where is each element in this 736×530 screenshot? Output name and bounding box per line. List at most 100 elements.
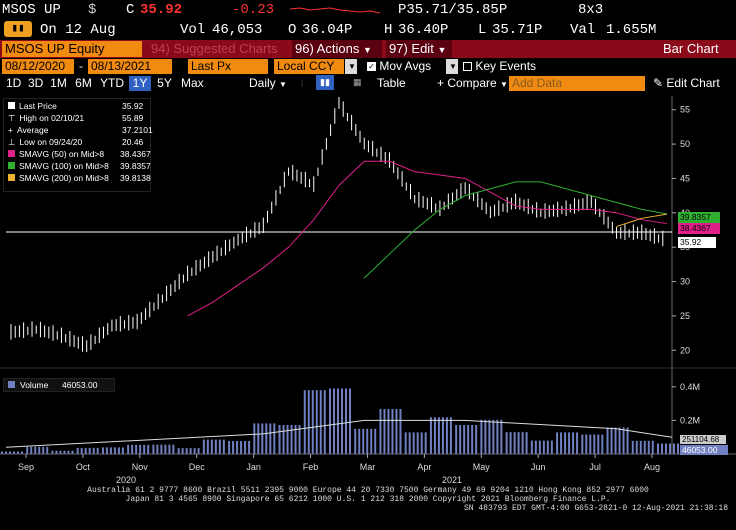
ma-line-smavg-100-on-mid-8: [363, 181, 668, 279]
volume-bar: [379, 409, 382, 454]
line-chart-icon[interactable]: ⦙: [301, 78, 304, 88]
x-tick-label: Sep: [18, 462, 34, 472]
range-tab-6m[interactable]: 6M: [75, 76, 92, 90]
legend-value: 35.92: [122, 101, 144, 111]
end-date-field[interactable]: 08/13/2021: [88, 59, 172, 74]
range-tab-1m[interactable]: 1M: [50, 76, 67, 90]
volume-legend-label: Volume: [20, 380, 49, 390]
price-chart[interactable]: 20253035404550550.2M0.4MSepOctNovDecJanF…: [0, 92, 736, 530]
volume-bar: [232, 441, 235, 454]
volume-bar: [643, 440, 646, 454]
key-events-label: Key Events: [475, 59, 537, 73]
currency-select[interactable]: Local CCY: [274, 59, 344, 74]
volume-bar: [467, 424, 470, 454]
table-button[interactable]: Table: [377, 76, 406, 90]
volume-bar: [488, 419, 491, 454]
volume-bar: [202, 439, 205, 454]
legend-value: 39.8138: [120, 173, 151, 183]
volume-bar: [206, 439, 209, 454]
volume-bar: [513, 432, 516, 454]
range-tab-max[interactable]: Max: [181, 76, 204, 90]
mov-avgs-toggle[interactable]: ✓ Mov Avgs: [364, 59, 434, 74]
volume-bar: [278, 424, 281, 454]
volume-bar: [17, 451, 19, 454]
compare-button[interactable]: + Compare ▼: [434, 76, 511, 91]
vol-value: 46,053: [212, 22, 263, 38]
chevron-down-icon: ▼: [437, 45, 447, 55]
add-data-input[interactable]: Add Data: [509, 76, 645, 91]
range-tab-5y[interactable]: 5Y: [157, 76, 172, 90]
y-tick-label: 25: [680, 311, 690, 321]
volume-bar: [228, 441, 231, 454]
volume-bar: [257, 423, 260, 454]
legend-sma200: SMAVG (200) on Mid>8: [8, 173, 109, 183]
high-marker-icon: ⊤: [8, 113, 16, 123]
volume-bar: [354, 428, 357, 454]
volume-bar: [311, 390, 314, 454]
suggested-charts-button[interactable]: 94) Suggested Charts: [151, 41, 278, 56]
legend: Last Price 35.92 ⊤ High on 02/10/21 55.89…: [3, 98, 153, 192]
square-icon: [8, 381, 15, 388]
volume-bar: [525, 432, 528, 454]
date-separator: -: [79, 59, 83, 73]
table-icon: ▦: [353, 77, 362, 87]
bid-ask: P35.71/35.85P: [398, 2, 508, 18]
start-date-field[interactable]: 08/12/2020: [2, 59, 74, 74]
period-select[interactable]: Daily ▼: [246, 76, 290, 91]
function-bar: MSOS UP Equity 94) Suggested Charts 96) …: [0, 40, 736, 58]
actions-button[interactable]: 96) Actions ▼: [292, 40, 382, 58]
edit-chart-button[interactable]: ✎ Edit Chart: [650, 76, 723, 91]
chart-area: 20253035404550550.2M0.4MSepOctNovDecJanF…: [0, 92, 736, 530]
currency-symbol: $: [88, 2, 97, 18]
x-tick-label: Jun: [531, 462, 546, 472]
bar-chart-icon[interactable]: ▮▮: [316, 75, 334, 90]
square-icon: [8, 102, 15, 109]
legend-sma50: SMAVG (50) on Mid>8: [8, 149, 104, 159]
range-tab-1d[interactable]: 1D: [6, 76, 22, 90]
val-value: 1.655M: [606, 22, 657, 38]
volume-bar: [236, 441, 239, 454]
volume-bar: [177, 448, 180, 454]
key-events-toggle[interactable]: Key Events: [460, 59, 539, 74]
period-label: Daily: [249, 76, 276, 90]
volume-bar: [26, 446, 29, 454]
volume-bar: [30, 446, 33, 454]
chevron-down-icon[interactable]: ▼: [446, 59, 458, 74]
volume-bar: [222, 439, 225, 454]
volume-bar: [210, 439, 213, 454]
chevron-down-icon[interactable]: ▼: [345, 59, 357, 74]
bloomberg-launch-icon[interactable]: ▮▮: [4, 21, 32, 37]
volume-bar: [147, 444, 150, 454]
range-tab-ytd[interactable]: YTD: [100, 76, 124, 90]
volume-bar: [34, 446, 37, 454]
volume-bar: [429, 417, 432, 454]
security-field[interactable]: MSOS UP Equity: [2, 41, 142, 57]
volume-bar: [143, 444, 146, 454]
volume-bar: [172, 444, 175, 454]
volume-bar: [496, 419, 499, 454]
range-tab-3d[interactable]: 3D: [28, 76, 44, 90]
volume-bar: [581, 434, 584, 454]
volume-bar: [669, 443, 671, 454]
volume-bar: [131, 444, 134, 454]
tag-vol-last: 46053.00: [680, 445, 728, 455]
edit-chart-icon: ✎: [653, 76, 664, 90]
edit-chart-label: Edit Chart: [666, 76, 720, 90]
high-value: 36.40P: [398, 22, 449, 38]
volume-bar: [307, 390, 310, 454]
legend-label: Last Price: [19, 101, 57, 111]
legend-label: Low on 09/24/20: [19, 137, 83, 147]
range-tab-1y[interactable]: 1Y: [129, 76, 151, 91]
volume-bar: [273, 423, 276, 454]
volume-bar: [463, 424, 466, 454]
volume-bar: [185, 448, 188, 454]
volume-bar: [542, 440, 545, 454]
volume-bar: [433, 417, 436, 454]
volume-bar: [117, 447, 120, 454]
volume-bar: [96, 447, 99, 454]
edit-button[interactable]: 97) Edit ▼: [386, 40, 452, 58]
x-tick-label: Jul: [589, 462, 601, 472]
volume-bar: [610, 427, 613, 454]
last-px-select[interactable]: Last Px: [188, 59, 268, 74]
volume-bar: [345, 388, 347, 454]
